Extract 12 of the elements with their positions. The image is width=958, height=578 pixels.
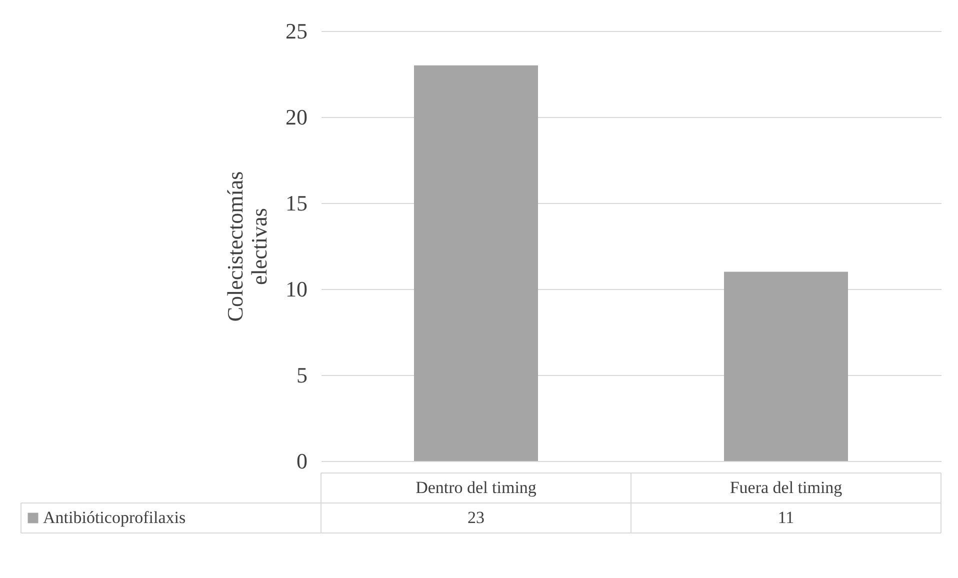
data-label: 11 xyxy=(778,508,794,527)
x-tick-label: Dentro del timing xyxy=(416,478,537,497)
y-axis-title: Colecistectomías electivas xyxy=(222,171,272,322)
y-tick-label: 15 xyxy=(286,190,308,216)
x-tick-label: Fuera del timing xyxy=(730,478,843,497)
y-tick-label: 10 xyxy=(286,276,308,302)
y-tick-label: 20 xyxy=(286,104,308,130)
data-label: 23 xyxy=(468,508,484,527)
y-tick-label: 25 xyxy=(286,18,308,44)
legend-label: Antibióticoprofilaxis xyxy=(43,508,186,527)
y-tick-label: 0 xyxy=(296,448,308,474)
y-tick-label: 5 xyxy=(296,362,308,388)
